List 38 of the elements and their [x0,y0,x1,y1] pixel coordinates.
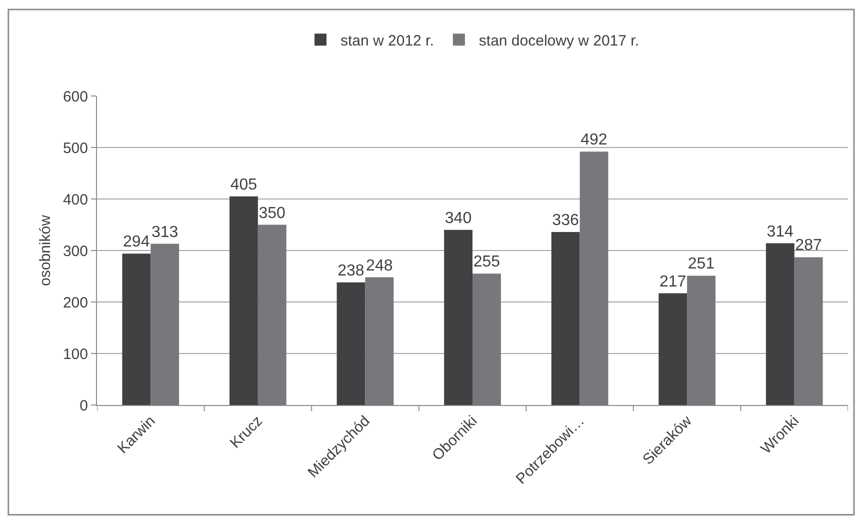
bar [687,276,716,405]
bar [365,277,394,405]
bar [766,243,794,405]
bar [658,293,688,405]
data-label: 238 [338,262,364,280]
data-label: 336 [552,212,579,229]
data-label: 350 [258,204,286,222]
data-label: 340 [444,210,472,227]
data-label: 492 [580,132,608,149]
legend-label: stan docelowy w 2017 r. [478,32,639,50]
data-label: 405 [230,176,258,194]
bar [230,196,258,405]
data-label: 255 [473,254,500,271]
data-label: 287 [795,237,822,254]
bar [444,230,472,405]
y-tick-label: 100 [62,346,88,363]
data-label: 248 [366,257,393,274]
data-label: 251 [688,256,715,273]
bar [472,274,501,405]
bar [122,254,151,405]
data-label: 314 [766,223,794,240]
bar [551,232,580,405]
y-axis-title: osobników [37,214,54,286]
data-label: 217 [659,273,686,290]
data-label: 313 [151,224,178,241]
legend-label: stan w 2012 r. [340,32,434,50]
y-tick-label: 0 [80,397,88,414]
bar [580,152,608,405]
bar [336,282,366,405]
data-label: 294 [123,234,150,251]
y-tick-label: 400 [62,191,88,208]
bar [258,224,286,405]
y-tick-label: 200 [62,294,88,312]
y-tick-label: 600 [62,88,88,106]
bar [150,244,180,405]
y-tick-label: 500 [62,140,88,157]
y-tick-label: 300 [62,242,88,260]
bar [794,257,823,405]
